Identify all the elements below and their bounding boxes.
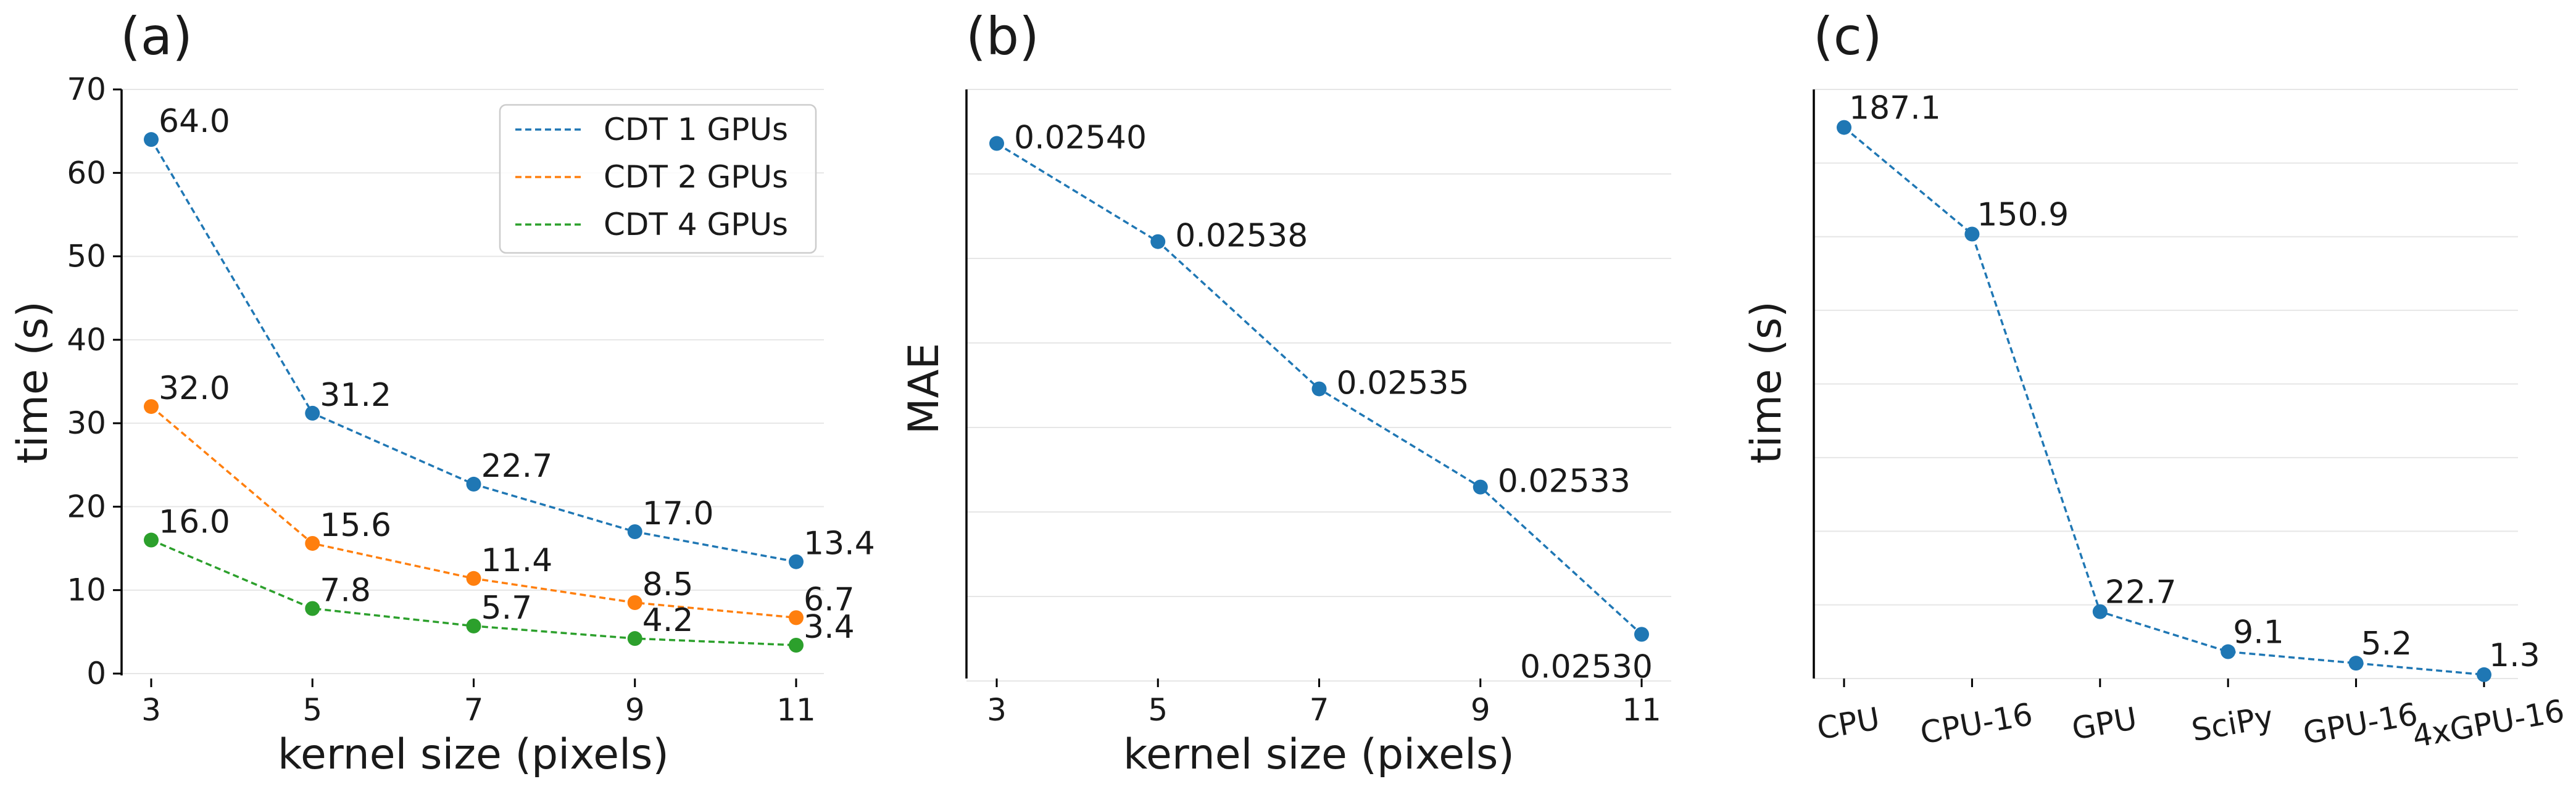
data-point [789, 638, 804, 653]
panel-b-x-axis-title: kernel size (pixels) [1123, 730, 1514, 779]
panel-a-label: (a) [120, 6, 193, 67]
data-point [789, 554, 804, 569]
panel-b: (b) 3 5 7 9 11 0.02540 0.02538 0.02535 0.02533 0… [900, 6, 1671, 779]
data-label: 7.8 [320, 572, 371, 609]
data-point [2477, 667, 2491, 682]
data-label: 0.02538 [1175, 218, 1308, 255]
data-point [1964, 226, 1980, 242]
x-tick-label: GPU-16 [2300, 696, 2420, 751]
data-point [627, 595, 642, 611]
panel-a-y-axis-title: time (s) [9, 301, 57, 464]
x-tick-label: 9 [1471, 692, 1490, 728]
data-point [144, 532, 159, 548]
data-point [144, 132, 159, 147]
data-label: 0.02533 [1498, 463, 1631, 500]
x-tick-label: 4xGPU-16 [2410, 693, 2567, 754]
data-point [2092, 604, 2108, 619]
data-label: 22.7 [2105, 574, 2177, 611]
data-point [2348, 656, 2364, 671]
data-point [789, 610, 804, 625]
legend-label: CDT 2 GPUs [604, 159, 788, 195]
panel-a-x-axis-title: kernel size (pixels) [278, 730, 669, 779]
panel-b-y-axis-title: MAE [900, 343, 949, 434]
data-label: 8.5 [642, 566, 694, 603]
data-label: 22.7 [481, 448, 553, 485]
panel-a: (a) 0 10 20 30 40 50 60 70 3 5 7 9 11 64.0 31.2 22.7 1… [9, 6, 875, 779]
data-label: 1.3 [2489, 637, 2540, 674]
data-point [144, 399, 159, 415]
data-label: 17.0 [642, 495, 714, 532]
legend-label: CDT 1 GPUs [604, 112, 788, 147]
data-point [1837, 120, 1851, 135]
x-tick-label: SciPy [2189, 699, 2276, 748]
data-label: 16.0 [159, 504, 230, 541]
data-point [466, 476, 481, 492]
data-point [989, 136, 1004, 151]
data-label: 3.4 [804, 609, 855, 646]
data-point [1311, 381, 1327, 397]
x-tick-label: 7 [464, 692, 484, 728]
data-label: 9.1 [2233, 614, 2284, 651]
legend: CDT 1 GPUs CDT 2 GPUs CDT 4 GPUs [499, 104, 817, 254]
y-tick-label: 70 [67, 72, 106, 107]
y-tick-label: 40 [67, 322, 106, 358]
legend-frame [499, 104, 817, 254]
data-point [305, 405, 320, 421]
y-tick-label: 0 [86, 656, 106, 691]
data-label: 32.0 [159, 370, 230, 407]
panel-b-label: (b) [966, 6, 1039, 67]
data-point [305, 601, 320, 616]
x-tick-label: 3 [141, 692, 161, 728]
data-label: 0.02530 [1520, 648, 1653, 685]
x-tick-label: 11 [776, 692, 816, 728]
data-point [1150, 234, 1166, 249]
data-label: 11.4 [481, 542, 553, 579]
x-tick-label: CPU [1814, 701, 1882, 747]
data-label: 187.1 [1849, 90, 1941, 127]
data-point [627, 631, 642, 646]
data-point [2221, 644, 2236, 659]
x-tick-label: 9 [625, 692, 645, 728]
x-tick-label: 7 [1310, 692, 1329, 728]
panel-c-label: (c) [1813, 6, 1882, 67]
data-point [1473, 479, 1488, 495]
data-point [1634, 627, 1649, 642]
data-label: 150.9 [1977, 196, 2069, 233]
data-label: 0.02540 [1014, 120, 1147, 157]
x-tick-label: 3 [987, 692, 1007, 728]
data-label: 5.7 [481, 590, 533, 627]
y-tick-label: 60 [67, 155, 106, 191]
x-tick-label: 5 [1148, 692, 1168, 728]
x-tick-label: 11 [1622, 692, 1661, 728]
data-label: 64.0 [159, 103, 230, 140]
y-tick-label: 30 [67, 405, 106, 441]
data-point [305, 535, 320, 551]
x-tick-label: CPU-16 [1917, 696, 2035, 751]
panel-c-y-axis-title: time (s) [1742, 301, 1791, 464]
data-label: 13.4 [804, 526, 875, 563]
y-tick-label: 20 [67, 489, 106, 524]
data-label: 4.2 [642, 602, 694, 639]
data-label: 0.02535 [1337, 365, 1469, 402]
data-point [466, 571, 481, 586]
data-label: 6.7 [804, 581, 855, 618]
data-point [466, 618, 481, 633]
y-tick-label: 10 [67, 572, 106, 608]
series-line [1843, 126, 2485, 676]
legend-label: CDT 4 GPUs [604, 207, 788, 242]
data-point [627, 524, 642, 540]
data-label: 15.6 [320, 507, 391, 544]
x-tick-label: GPU [2069, 701, 2140, 747]
y-tick-label: 50 [67, 239, 106, 274]
data-label: 31.2 [320, 377, 391, 414]
x-tick-label: 5 [302, 692, 322, 728]
data-label: 5.2 [2361, 625, 2412, 662]
